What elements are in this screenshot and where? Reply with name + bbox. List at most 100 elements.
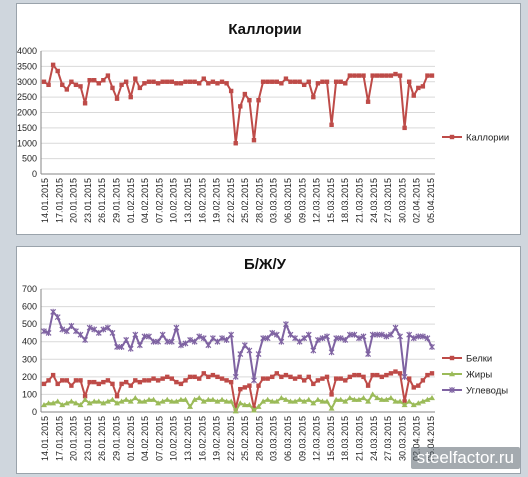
data-point: [238, 104, 243, 109]
data-point: [237, 400, 244, 406]
data-point: [155, 338, 162, 345]
data-point: [100, 400, 107, 406]
data-point: [356, 335, 362, 342]
data-point: [352, 73, 357, 78]
data-point: [160, 79, 165, 84]
data-point: [388, 371, 394, 376]
x-tick-label: 03.03.2015: [269, 178, 279, 223]
data-point: [392, 398, 399, 404]
data-point: [169, 376, 175, 381]
y-tick-label: 2000: [17, 108, 37, 118]
data-point: [137, 379, 143, 385]
data-point: [296, 396, 303, 402]
data-point: [187, 374, 193, 380]
data-point: [297, 79, 302, 84]
data-point: [95, 329, 102, 336]
x-tick-label: 29.01.2015: [111, 416, 121, 461]
x-tick-label: 02.04.2015: [412, 416, 422, 461]
data-point: [114, 343, 120, 350]
data-point: [146, 79, 152, 84]
data-point: [378, 396, 385, 402]
x-tick-label: 30.03.2015: [397, 416, 407, 461]
data-point: [87, 379, 92, 385]
x-tick-label: 10.02.2015: [169, 178, 179, 223]
data-point: [387, 394, 394, 401]
series-1: [41, 62, 435, 146]
data-point: [424, 396, 431, 402]
x-tick-label: 07.02.2015: [154, 178, 164, 223]
data-point: [296, 338, 303, 345]
data-point: [393, 369, 398, 374]
data-point: [46, 378, 51, 383]
data-point: [242, 91, 248, 97]
data-point: [214, 398, 221, 404]
data-point: [314, 336, 321, 343]
data-point: [305, 396, 312, 402]
data-point: [241, 342, 248, 349]
data-point: [127, 345, 134, 352]
data-point: [310, 400, 317, 406]
x-tick-label: 09.03.2015: [297, 416, 307, 461]
data-point: [278, 394, 285, 401]
x-tick-label: 26.01.2015: [97, 178, 107, 223]
series-line: [43, 310, 433, 382]
data-point: [356, 372, 362, 378]
data-point: [356, 73, 362, 78]
data-point: [292, 79, 298, 84]
data-point: [415, 400, 422, 406]
data-point: [232, 373, 239, 380]
data-point: [151, 79, 156, 84]
data-point: [333, 335, 340, 342]
data-point: [82, 393, 88, 399]
x-tick-label: 15.03.2015: [326, 416, 336, 461]
data-point: [274, 371, 279, 376]
data-point: [136, 398, 143, 404]
data-point: [96, 81, 101, 86]
data-point: [328, 349, 335, 356]
data-point: [406, 331, 413, 338]
data-point: [424, 335, 431, 342]
data-point: [324, 79, 330, 84]
data-point: [87, 78, 92, 83]
data-point: [256, 98, 261, 103]
x-tick-label: 18.03.2015: [340, 416, 350, 461]
data-point: [346, 331, 353, 338]
calories-chart-panel: Каллории 0 500 1000 1500 2000 2500 3000 3500 4000…: [16, 3, 521, 235]
x-tick-label: 07.02.2015: [154, 416, 164, 461]
data-point: [201, 371, 206, 376]
data-point: [429, 343, 435, 350]
data-point: [270, 79, 275, 84]
data-point: [247, 98, 252, 103]
data-point: [270, 374, 275, 380]
data-point: [60, 82, 65, 88]
data-point: [178, 81, 184, 86]
x-tick-label: 25.02.2015: [240, 178, 250, 223]
data-point: [228, 88, 234, 94]
x-tick-label: 06.03.2015: [283, 416, 293, 461]
data-point: [370, 372, 375, 378]
data-point: [273, 331, 280, 338]
data-point: [142, 378, 147, 383]
data-point: [250, 407, 257, 413]
data-point: [379, 374, 384, 380]
data-point: [82, 396, 89, 402]
data-point: [78, 84, 83, 89]
data-point: [283, 76, 289, 81]
data-point: [178, 381, 184, 387]
data-point: [92, 379, 97, 385]
data-point: [41, 401, 47, 408]
data-point: [328, 405, 335, 411]
data-point: [329, 392, 334, 397]
data-point: [105, 73, 111, 78]
data-point: [214, 338, 221, 345]
data-point: [410, 401, 417, 408]
data-point: [55, 68, 60, 74]
y-tick-label: 700: [22, 284, 37, 294]
data-point: [127, 398, 134, 404]
data-point: [168, 398, 175, 404]
data-point: [311, 381, 316, 387]
data-point: [288, 79, 293, 84]
data-point: [191, 338, 198, 345]
legend-marker: [449, 371, 455, 377]
data-point: [265, 79, 270, 84]
